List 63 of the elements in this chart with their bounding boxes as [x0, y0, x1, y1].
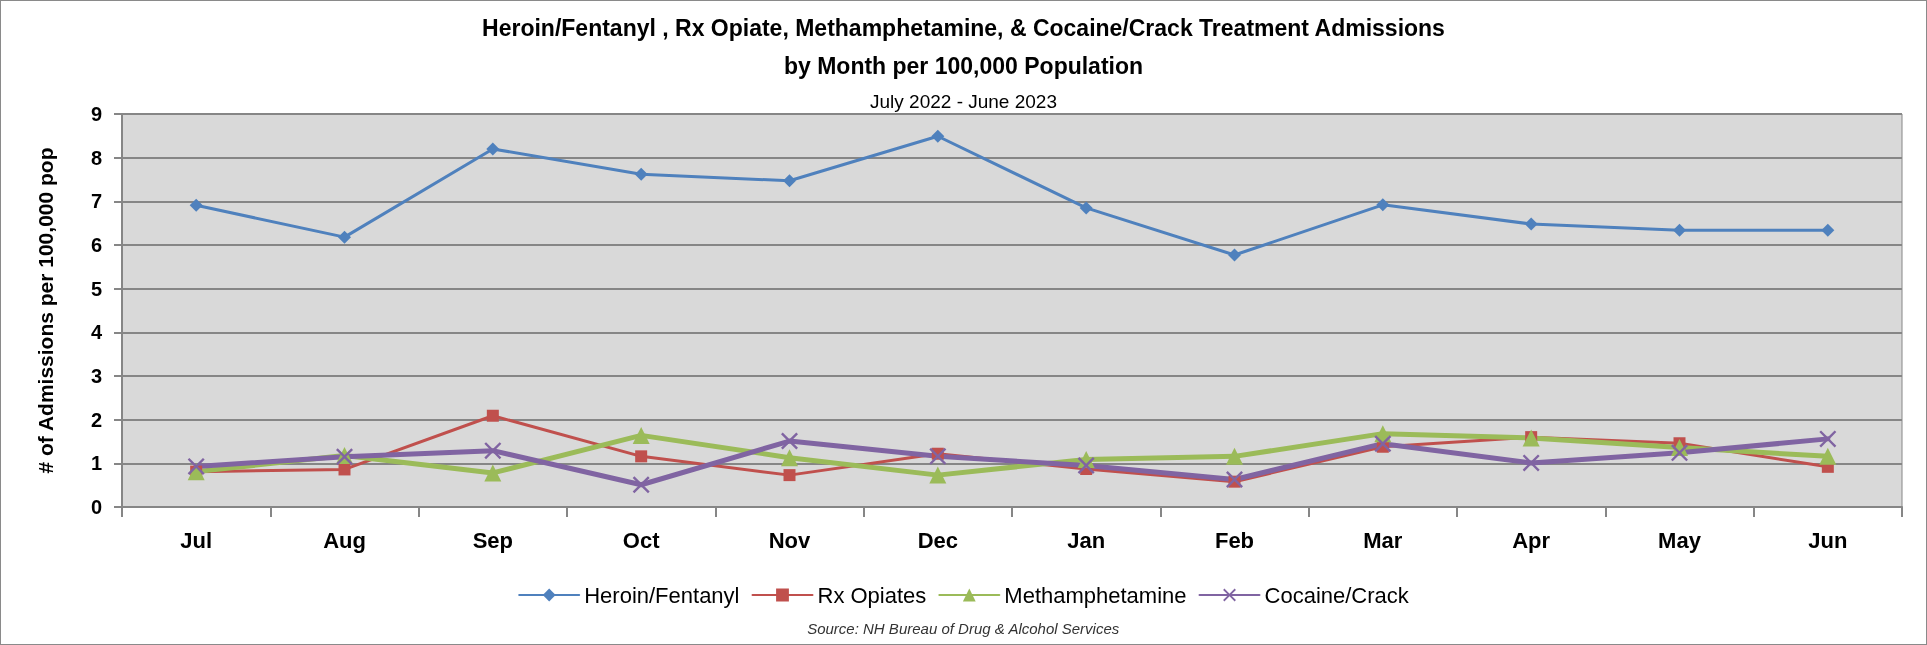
y-tick-label: 4: [90, 321, 103, 344]
legend-label: Rx Opiates: [817, 582, 927, 608]
x-tick-label: Apr: [1512, 527, 1551, 553]
x-tick-label: Jul: [180, 527, 213, 553]
point: [486, 409, 499, 422]
point: [1226, 447, 1243, 465]
y-axis-title: # of Admissions per 100,000 pop: [34, 147, 57, 474]
point: [1077, 457, 1095, 475]
x-tick-label: May: [1658, 527, 1702, 553]
point: [1079, 201, 1093, 215]
point: [632, 476, 650, 494]
x-tick-label: Nov: [768, 527, 812, 553]
point: [1376, 198, 1390, 212]
x-tick-label: Mar: [1363, 527, 1403, 553]
point: [1821, 223, 1835, 237]
y-tick-label: 7: [90, 190, 102, 213]
point: [1819, 447, 1837, 465]
point: [189, 198, 203, 212]
y-tick-label: 5: [90, 277, 102, 300]
point: [338, 463, 351, 476]
x-tick-label: Dec: [917, 527, 959, 553]
x-tick-label: Oct: [622, 527, 661, 553]
point: [1671, 444, 1688, 462]
point: [187, 457, 205, 475]
point: [1228, 248, 1241, 262]
y-tick-label: 8: [90, 146, 102, 169]
point: [635, 450, 648, 463]
point: [929, 466, 947, 484]
source-note: Source: NH Bureau of Drug & Alcohol Services: [807, 620, 1120, 637]
point: [1524, 217, 1538, 231]
x-tick-label: Jan: [1067, 527, 1106, 553]
point: [1522, 454, 1540, 472]
point: [781, 449, 798, 467]
x-tick-label: Aug: [323, 527, 366, 553]
point: [484, 464, 502, 482]
legend-label: Heroin/Fentanyl: [584, 582, 740, 608]
y-tick-label: 6: [90, 234, 102, 256]
x-tick-label: Jun: [1808, 527, 1848, 553]
point: [634, 167, 648, 181]
point: [929, 447, 947, 465]
point: [1226, 470, 1243, 488]
x-tick-label: Feb: [1214, 527, 1255, 553]
legend-label: Methamphetamine: [1004, 582, 1187, 608]
x-tick-label: Sep: [472, 527, 514, 553]
point: [632, 426, 650, 444]
y-tick-label: 0: [90, 496, 102, 518]
y-tick-label: 1: [90, 452, 102, 475]
point: [338, 230, 351, 244]
point: [486, 142, 500, 156]
chart-title: Heroin/Fentanyl , Rx Opiate, Methamphetamine, & Cocaine/Crack Treatment Admissions by Month per 100,000 Population: [482, 15, 1445, 79]
point: [931, 129, 945, 143]
y-tick-label: 9: [90, 103, 102, 125]
y-tick-label: 2: [90, 408, 102, 431]
y-tick-label: 3: [90, 365, 102, 387]
point: [783, 174, 796, 188]
point: [1819, 430, 1837, 448]
chart-subtitle: July 2022 - June 2023: [870, 90, 1057, 112]
point: [781, 432, 798, 450]
point: [1374, 435, 1392, 453]
point: [783, 469, 796, 482]
point: [484, 442, 502, 460]
legend-label: Cocaine/Crack: [1264, 582, 1410, 608]
point: [1673, 223, 1686, 237]
